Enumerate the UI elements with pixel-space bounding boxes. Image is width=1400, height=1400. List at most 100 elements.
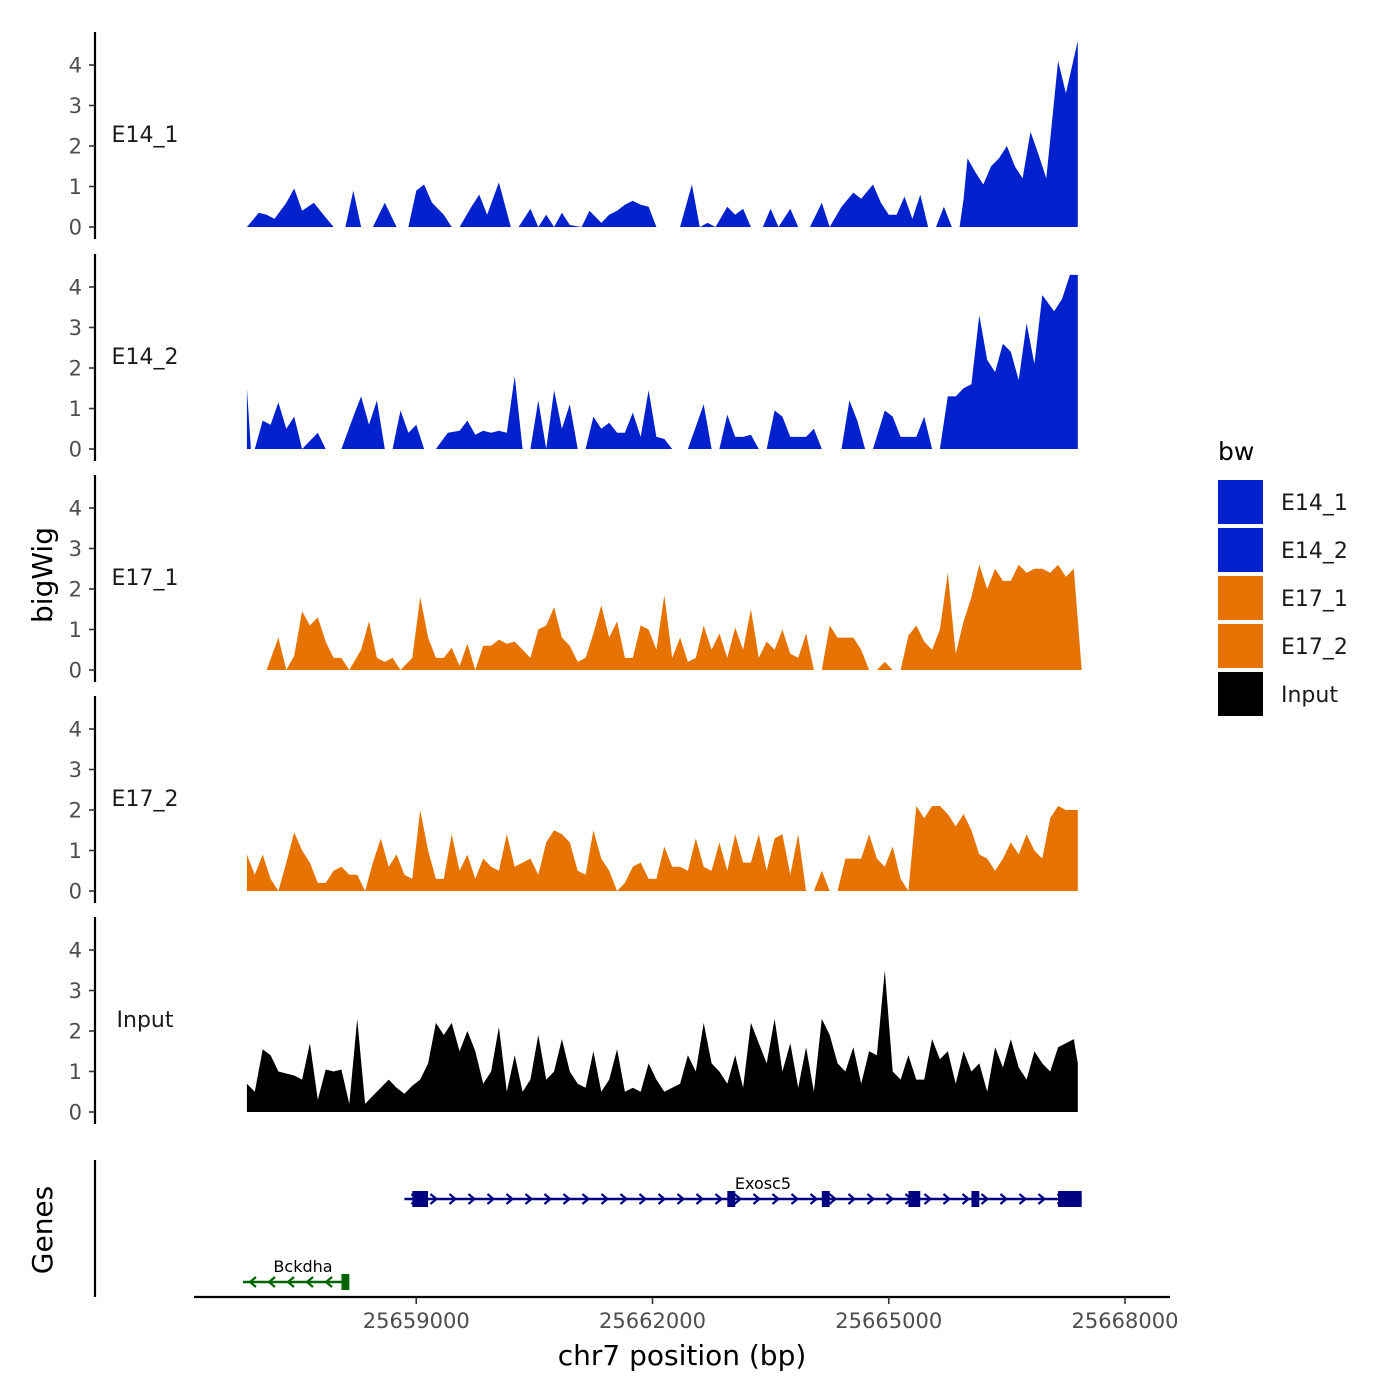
exon (821, 1191, 830, 1207)
strand-chevron (942, 1193, 952, 1205)
y-tick-label: 4 (69, 276, 82, 300)
y-tick-label: 1 (69, 175, 82, 199)
y-tick-label: 2 (69, 1020, 82, 1044)
track-label: Input (117, 1008, 174, 1033)
track-input: 0 1 2 3 4 Input (69, 917, 1078, 1125)
strand-chevron (524, 1193, 534, 1205)
strand-chevron (733, 1193, 743, 1205)
strand-chevron (676, 1193, 686, 1205)
legend-label: E14_1 (1281, 491, 1348, 516)
y-tick-label: 0 (69, 880, 82, 904)
y-tick-label: 2 (69, 357, 82, 381)
legend: bw E14_1 E14_2 E17_1 E17_2 Input (1218, 437, 1348, 716)
y-tick-label: 3 (69, 316, 82, 340)
gene-bckdha: Bckdha (243, 1257, 350, 1290)
strand-chevron (619, 1193, 629, 1205)
y-tick-label: 3 (69, 537, 82, 561)
legend-swatch (1218, 480, 1263, 524)
y-tick-label: 0 (69, 1101, 82, 1125)
strand-chevron (771, 1193, 781, 1205)
strand-chevron (286, 1276, 295, 1288)
exon (727, 1191, 736, 1207)
legend-label: E17_1 (1281, 587, 1348, 612)
genes-axis-title: Genes (26, 1186, 59, 1274)
strand-chevron (429, 1193, 439, 1205)
gene-exosc5: Exosc5 (404, 1174, 1082, 1207)
strand-chevron (714, 1193, 724, 1205)
legend-swatch (1218, 672, 1263, 716)
track-e14_1: 0 1 2 3 4 E14_1 (69, 32, 1078, 240)
legend-label: E17_2 (1281, 635, 1348, 660)
strand-chevron (999, 1193, 1009, 1205)
strand-chevron (752, 1193, 762, 1205)
y-tick-label: 0 (69, 659, 82, 683)
strand-chevron (980, 1193, 990, 1205)
strand-chevron (923, 1193, 933, 1205)
exon (971, 1191, 980, 1207)
strand-chevron (505, 1193, 515, 1205)
y-tick-label: 2 (69, 578, 82, 602)
legend-swatch (1218, 528, 1263, 572)
exon (341, 1274, 350, 1290)
x-tick-label: 25662000 (599, 1309, 706, 1333)
coverage-area-e14_2 (246, 274, 1078, 449)
coverage-area-e14_1 (246, 40, 1078, 228)
coverage-area-input (246, 970, 1078, 1112)
gene-label: Bckdha (273, 1257, 332, 1276)
legend-swatch (1218, 576, 1263, 620)
track-label: E17_1 (112, 566, 179, 591)
strand-chevron (543, 1193, 553, 1205)
strand-chevron (1018, 1193, 1028, 1205)
track-e14_2: 0 1 2 3 4 E14_2 (69, 254, 1078, 462)
y-tick-label: 1 (69, 618, 82, 642)
coverage-area-e17_1 (266, 564, 1082, 670)
y-tick-label: 3 (69, 979, 82, 1003)
x-axis-title: chr7 position (bp) (558, 1339, 807, 1372)
y-tick-label: 1 (69, 839, 82, 863)
exon (908, 1191, 921, 1207)
genes-panel: Exosc5 Bckdha (93, 1160, 1082, 1297)
y-tick-label: 1 (69, 397, 82, 421)
track-e17_2: 0 1 2 3 4 E17_2 (69, 696, 1078, 904)
coverage-tracks: 0 1 2 3 4 E14_1 0 1 2 3 4 E14_2 0 1 2 3 4 E17_1 0 1 2 3 4 E17_2… (69, 32, 1082, 1125)
y-tick-label: 0 (69, 216, 82, 240)
strand-chevron (847, 1193, 857, 1205)
x-tick-label: 25665000 (835, 1309, 942, 1333)
y-tick-label: 4 (69, 718, 82, 742)
legend-title: bw (1218, 437, 1254, 466)
strand-chevron (562, 1193, 572, 1205)
y-tick-label: 3 (69, 94, 82, 118)
strand-chevron (885, 1193, 895, 1205)
strand-chevron (448, 1193, 458, 1205)
strand-chevron (486, 1193, 496, 1205)
y-tick-label: 3 (69, 758, 82, 782)
y-tick-label: 4 (69, 497, 82, 521)
x-axis: 25659000 25662000 25665000 25668000 (194, 1295, 1179, 1333)
strand-chevron (961, 1193, 971, 1205)
x-tick-label: 25668000 (1072, 1309, 1179, 1333)
strand-chevron (467, 1193, 477, 1205)
y-tick-label: 4 (69, 54, 82, 78)
coverage-area-e17_2 (246, 806, 1078, 891)
strand-chevron (581, 1193, 591, 1205)
strand-chevron (657, 1193, 667, 1205)
strand-chevron (305, 1276, 314, 1288)
strand-chevron (866, 1193, 876, 1205)
strand-chevron (638, 1193, 648, 1205)
gene-label: Exosc5 (735, 1174, 791, 1193)
y-tick-label: 2 (69, 135, 82, 159)
strand-chevron (324, 1276, 333, 1288)
strand-chevron (267, 1276, 276, 1288)
strand-chevron (695, 1193, 705, 1205)
strand-chevron (1037, 1193, 1047, 1205)
legend-label: Input (1281, 683, 1338, 708)
y-tick-label: 4 (69, 939, 82, 963)
y-tick-label: 0 (69, 438, 82, 462)
y-tick-label: 2 (69, 799, 82, 823)
legend-label: E14_2 (1281, 539, 1348, 564)
track-label: E14_2 (112, 345, 179, 370)
strand-chevron (790, 1193, 800, 1205)
y-axis-title: bigWig (26, 527, 59, 623)
strand-chevron (600, 1193, 610, 1205)
